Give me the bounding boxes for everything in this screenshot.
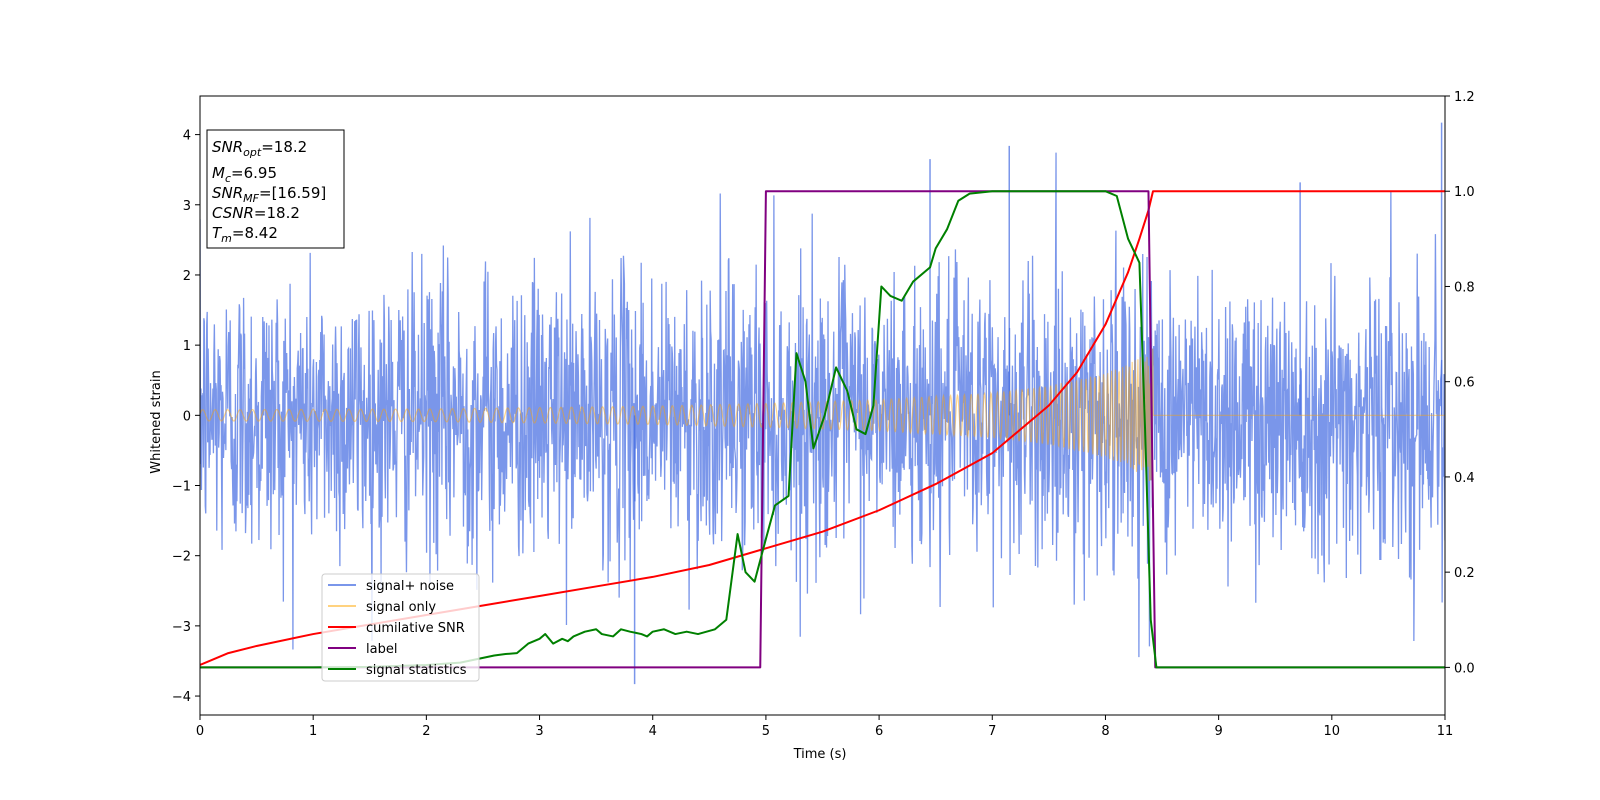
x-tick-label: 3 (535, 724, 543, 739)
legend-label-cumulative-snr: cumilative SNR (366, 621, 465, 636)
y-tick-label: −2 (172, 550, 191, 565)
x-tick-label: 11 (1437, 724, 1454, 739)
x-tick-label: 5 (762, 724, 770, 739)
x-tick-label: 9 (1214, 724, 1222, 739)
y-tick-label: −4 (172, 690, 191, 705)
legend-label-label: label (366, 642, 397, 657)
y2-tick-label: 0.2 (1454, 566, 1475, 581)
y-tick-label: 0 (183, 409, 191, 424)
legend-item-signal-noise: signal+ noise (328, 579, 454, 594)
annotation-csnr: CSNR=18.2 (212, 204, 300, 222)
legend-label-signal-statistics: signal statistics (366, 663, 467, 678)
y-tick-label: −3 (172, 620, 191, 635)
x-tick-label: 1 (309, 724, 317, 739)
y-axis-label: Whitened strain (149, 370, 164, 473)
annotation-snr-mf: SNRMF=[16.59] (212, 184, 326, 205)
legend-item-signal-only: signal only (328, 600, 436, 615)
plot-frame (199, 95, 1446, 716)
x-tick-label: 8 (1101, 724, 1109, 739)
y2-tick-label: 0.0 (1454, 661, 1475, 676)
series-signal-noise-line (200, 152, 1445, 658)
y-tick-label: −1 (172, 480, 191, 495)
x-tick-label: 4 (649, 724, 657, 739)
legend-label-signal-only: signal only (366, 600, 436, 615)
annotation-mc: Mc=6.95 (212, 164, 277, 185)
axes-frame (199, 95, 1446, 716)
x-tick-label: 2 (422, 724, 430, 739)
series-signal-only-line (200, 348, 1445, 482)
plot-area (200, 122, 1445, 685)
x-axis-label: Time (s) (793, 747, 847, 762)
x-tick-label: 0 (196, 724, 204, 739)
x-tick-label: 10 (1324, 724, 1341, 739)
ticks: 0 1 2 3 4 5 6 7 8 9 10 11 −4 −3 −2 −1 0 1 2 3 4 0.0 0.2 0.4 0.6 0… (172, 90, 1475, 739)
legend-item-signal-statistics: signal statistics (328, 663, 467, 678)
y-tick-label: 4 (183, 129, 191, 144)
y2-tick-label: 1.0 (1454, 185, 1475, 200)
legend-item-cumulative-snr: cumilative SNR (328, 621, 465, 636)
y-tick-label: 1 (183, 339, 191, 354)
x-tick-label: 7 (988, 724, 996, 739)
y-tick-label: 2 (183, 269, 191, 284)
annotation-tm: Tm=8.42 (212, 224, 278, 245)
series-signal-statistics-line (200, 190, 1445, 669)
legend-item-label: label (328, 642, 397, 657)
annotation-box: SNRopt=18.2 Mc=6.95 SNRMF=[16.59] CSNR=1… (206, 129, 345, 249)
y2-tick-label: 0.6 (1454, 376, 1475, 391)
legend: signal+ noise signal only cumilative SNR… (321, 573, 480, 682)
y2-tick-label: 0.4 (1454, 471, 1475, 486)
y2-tick-label: 1.2 (1454, 90, 1475, 105)
y2-tick-label: 0.8 (1454, 280, 1475, 295)
legend-label-signal-noise: signal+ noise (366, 579, 454, 594)
y-tick-label: 3 (183, 199, 191, 214)
annotation-snr-opt: SNRopt=18.2 (212, 138, 307, 159)
x-tick-label: 6 (875, 724, 883, 739)
